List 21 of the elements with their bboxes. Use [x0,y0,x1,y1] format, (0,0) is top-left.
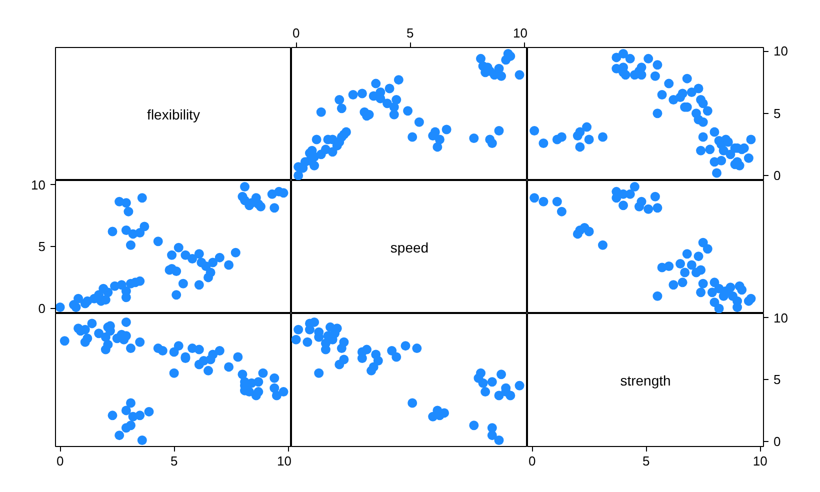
y-tick-label: 0 [774,168,781,184]
x-tick-label: 5 [406,26,414,40]
text: flexibility [147,106,200,122]
x-tick-label: 5 [642,454,650,468]
x-tick-label: 10 [752,454,768,468]
y-tick-label: 5 [774,372,781,387]
y-tick-label: 5 [38,238,46,254]
x-tick-label: 0 [292,26,300,40]
x-tick-label: 10 [513,26,528,40]
y-tick-label: 0 [774,434,781,450]
text: strength [620,372,671,388]
x-tick-label: 0 [528,454,536,468]
x-tick-label: 10 [277,454,292,468]
y-tick-label: 5 [774,106,781,121]
x-tick-label: 0 [56,454,64,468]
x-tick-label: 5 [170,454,178,468]
y-tick-label: 10 [31,178,46,192]
y-tick-label: 10 [774,310,788,326]
text: speed [390,240,429,256]
y-tick-label: 0 [38,301,46,316]
y-tick-label: 10 [774,44,788,59]
